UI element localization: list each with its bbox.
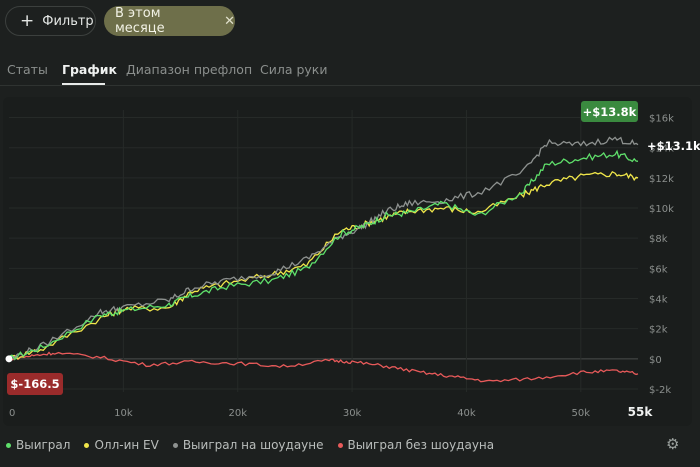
end-label-nonshowdown: $-166.5	[10, 377, 59, 391]
end-label-showdown: +$13.1k	[647, 139, 700, 153]
x-tick-label: 55k	[628, 405, 654, 419]
series-line-3	[8, 351, 639, 383]
y-tick-label: $8k	[649, 234, 668, 245]
x-tick-label: 0	[9, 408, 15, 419]
series-line-2	[8, 136, 639, 361]
plus-icon: +	[20, 10, 35, 31]
legend-item[interactable]: Олл-ин EV	[84, 438, 159, 452]
active-filter-label: В этом месяце	[115, 6, 165, 36]
chart-panel	[3, 97, 692, 426]
end-label-won: +$13.8k	[583, 105, 637, 119]
series-line-0	[8, 149, 639, 361]
legend-label: Выиграл на шоудауне	[182, 438, 324, 452]
close-icon[interactable]: ✕	[224, 13, 235, 29]
filter-button[interactable]: + Фильтр	[5, 6, 96, 36]
tab-preflop-range[interactable]: Диапазон префлоп	[126, 62, 253, 77]
y-tick-label: $16k	[649, 114, 674, 125]
x-tick-label: 20k	[228, 408, 247, 419]
y-tick-label: $0	[649, 355, 662, 366]
legend-label: Выиграл	[16, 438, 71, 452]
tab-bar: Статы График Диапазон префлоп Сила руки	[0, 58, 700, 86]
end-label-bg-nonshowdown	[7, 373, 63, 395]
active-tab-indicator	[62, 83, 105, 85]
x-tick-label: 40k	[457, 408, 476, 419]
legend-dot-icon	[6, 442, 11, 448]
results-chart: $16k $14k $12k $10k $8k $6k $4k $2k $0 $-2k 0 10k 20…	[5, 101, 700, 419]
x-tick-label: 50k	[572, 408, 591, 419]
active-filter-chip[interactable]: В этом месяце ✕	[104, 6, 235, 36]
legend-label: Олл-ин EV	[94, 438, 159, 452]
chart-legend: Выиграл Олл-ин EV Выиграл на шоудауне Выигр…	[6, 437, 508, 453]
y-tick-label: $-2k	[649, 385, 671, 396]
tab-graph[interactable]: График	[62, 62, 117, 77]
x-tick-label: 10k	[114, 408, 133, 419]
gear-icon[interactable]: ⚙	[666, 435, 680, 453]
y-tick-label: $4k	[649, 295, 668, 306]
legend-item[interactable]: Выиграл без шоудауна	[337, 438, 495, 452]
legend-dot-icon	[337, 442, 343, 448]
legend-dot-icon	[172, 442, 178, 448]
tab-stats[interactable]: Статы	[7, 62, 48, 77]
end-label-bg-won	[581, 101, 638, 122]
legend-item[interactable]: Выиграл	[6, 438, 70, 452]
y-tick-label: $14k	[649, 144, 674, 155]
legend-label: Выиграл без шоудауна	[347, 438, 495, 452]
series-start-point	[5, 355, 13, 363]
y-tick-label: $12k	[649, 174, 674, 185]
filter-button-label: Фильтр	[42, 13, 94, 29]
divider	[0, 85, 700, 86]
y-tick-label: $10k	[649, 204, 674, 215]
tab-hand-strength[interactable]: Сила руки	[260, 62, 328, 77]
series-line-1	[8, 170, 639, 362]
x-tick-label: 30k	[343, 408, 362, 419]
legend-dot-icon	[84, 442, 90, 448]
toolbar: + Фильтр В этом месяце ✕	[0, 0, 700, 48]
legend-item[interactable]: Выиграл на шоудауне	[172, 438, 324, 452]
y-tick-label: $2k	[649, 325, 668, 336]
y-tick-label: $6k	[649, 264, 668, 275]
